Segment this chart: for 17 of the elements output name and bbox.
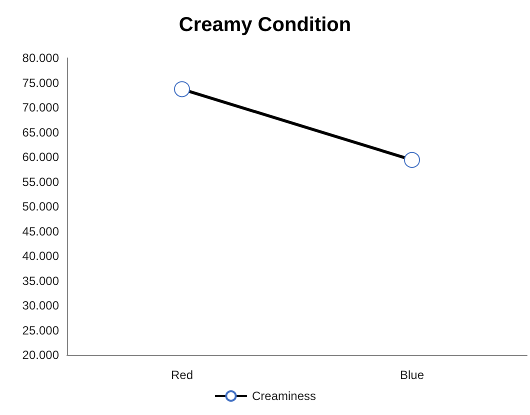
y-tick-label: 45.000 — [22, 224, 60, 238]
y-tick-label: 55.000 — [22, 174, 60, 189]
y-tick-label: 25.000 — [22, 323, 60, 338]
y-tick-label: 65.000 — [22, 125, 60, 140]
y-tick-label: 70.000 — [22, 100, 60, 114]
x-tick-label: Red — [170, 368, 194, 382]
x-tick-label: Blue — [400, 368, 424, 382]
y-tick-label: 30.000 — [22, 298, 60, 312]
y-tick-label: 40.000 — [22, 249, 60, 263]
y-tick-label: 20.000 — [22, 348, 60, 362]
y-tick-label: 35.000 — [22, 274, 60, 288]
y-tick-label: 50.000 — [22, 200, 60, 214]
y-tick-label: 80.000 — [22, 51, 60, 65]
chart-title: Creamy Condition — [178, 14, 352, 36]
y-tick-label: 75.000 — [22, 76, 60, 90]
legend-label: Creaminess — [252, 389, 316, 403]
y-tick-label: 60.000 — [22, 150, 60, 164]
